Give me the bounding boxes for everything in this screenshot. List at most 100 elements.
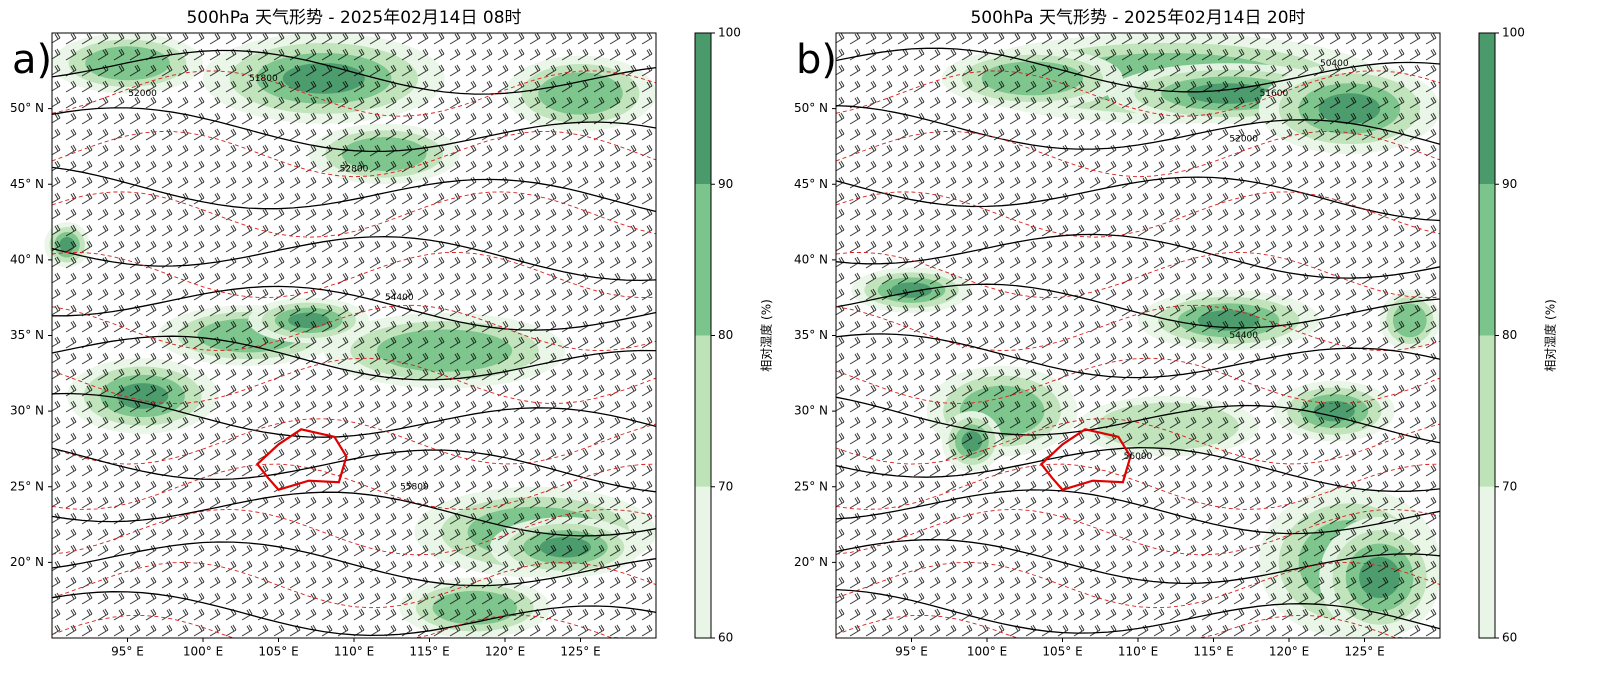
height-contour <box>835 333 1441 379</box>
colorbar-tick-label: 80 <box>1502 328 1517 342</box>
y-tick-label: 35° N <box>10 328 44 342</box>
height-contour <box>51 591 657 637</box>
height-contour <box>835 447 1441 493</box>
colorbar-segment <box>695 33 711 185</box>
temperature-contour <box>51 614 656 639</box>
height-contour <box>51 335 657 381</box>
height-contour <box>835 233 1441 279</box>
x-tick-label: 120° E <box>485 645 525 659</box>
contour-label: 55800 <box>400 482 429 492</box>
x-tick-label: 120° E <box>1269 645 1309 659</box>
contour-label: 52000 <box>1229 134 1258 144</box>
y-tick-label: 20° N <box>10 555 44 569</box>
y-tick-label: 50° N <box>794 101 828 115</box>
map-panel: 50400 51600 52000 54400 56000 <box>835 33 1441 639</box>
temperature-contour <box>51 561 657 609</box>
temperature-contour <box>51 357 657 405</box>
colorbar-tick-label: 90 <box>718 177 733 191</box>
temperature-contour <box>835 614 1440 639</box>
panel-title: 500hPa 天气形势 - 2025年02月14日 20时 <box>970 8 1305 28</box>
temperature-contour <box>835 191 1441 238</box>
contour-label: 54400 <box>1229 331 1258 341</box>
map-panel: 51800 52000 52800 54400 55800 <box>44 33 657 639</box>
temperature-contour <box>51 509 657 556</box>
x-tick-label: 110° E <box>1118 645 1158 659</box>
y-tick-label: 45° N <box>794 177 828 191</box>
colorbar-tick-label: 70 <box>1502 479 1517 493</box>
colorbar-label: 相对湿度 (%) <box>1543 299 1558 372</box>
contour-label: 56000 <box>1124 452 1153 462</box>
height-contour <box>835 104 1441 150</box>
temperature-contour <box>835 130 1441 178</box>
height-contour <box>835 283 1441 329</box>
colorbar-segment <box>695 335 711 487</box>
y-tick-label: 45° N <box>10 177 44 191</box>
height-contour <box>835 47 1441 93</box>
temperature-contour <box>51 463 657 510</box>
temperature-contour <box>835 418 1441 465</box>
x-tick-label: 125° E <box>560 645 600 659</box>
temperature-contour <box>835 463 1441 510</box>
contour-label: 54400 <box>385 293 414 303</box>
temperature-contour <box>51 70 657 117</box>
y-tick-label: 20° N <box>794 555 828 569</box>
colorbar-tick-label: 80 <box>718 328 733 342</box>
colorbar-segment <box>1479 335 1495 487</box>
temperature-contour <box>835 304 1441 352</box>
contour-label: 52800 <box>340 165 369 175</box>
height-contour <box>51 392 657 438</box>
contour-label: 52000 <box>128 89 157 99</box>
temperature-contour <box>835 70 1441 117</box>
colorbar-segment <box>695 184 711 336</box>
y-tick-label: 40° N <box>10 252 44 266</box>
panel-label: b) <box>796 37 837 83</box>
x-tick-label: 100° E <box>183 645 223 659</box>
height-contour <box>51 236 657 282</box>
colorbar-tick-label: 100 <box>718 26 741 40</box>
x-tick-label: 105° E <box>1042 645 1082 659</box>
x-tick-label: 100° E <box>967 645 1007 659</box>
y-tick-label: 50° N <box>10 101 44 115</box>
contour-label: 51800 <box>249 74 278 84</box>
colorbar-segment <box>1479 184 1495 336</box>
height-contour <box>835 539 1441 585</box>
colorbar-segment <box>695 486 711 638</box>
colorbar-segment <box>1479 33 1495 185</box>
height-contour <box>51 541 657 587</box>
panel-title: 500hPa 天气形势 - 2025年02月14日 08时 <box>186 8 521 28</box>
temperature-contour <box>51 130 657 178</box>
height-contour <box>52 285 657 331</box>
guizhou-outline <box>255 428 348 492</box>
temperature-contour <box>51 418 657 465</box>
temperature-contour <box>51 304 657 352</box>
height-contour <box>51 491 657 537</box>
x-tick-label: 125° E <box>1344 645 1384 659</box>
y-tick-label: 30° N <box>794 404 828 418</box>
height-contour <box>835 588 1441 634</box>
x-tick-label: 110° E <box>334 645 374 659</box>
height-contour <box>835 396 1441 444</box>
guizhou-outline <box>1039 428 1132 492</box>
height-contour <box>835 489 1441 535</box>
height-contour <box>51 49 657 95</box>
y-tick-label: 35° N <box>794 328 828 342</box>
temperature-contour <box>835 509 1441 556</box>
panel-label: a) <box>12 37 52 83</box>
height-contour <box>51 107 657 153</box>
wind-barbs <box>52 33 656 638</box>
x-tick-label: 95° E <box>895 645 928 659</box>
colorbar-label: 相对湿度 (%) <box>759 299 774 372</box>
temperature-contour <box>835 561 1441 609</box>
y-tick-label: 25° N <box>10 479 44 493</box>
y-tick-label: 30° N <box>10 404 44 418</box>
contour-label: 50400 <box>1320 59 1349 69</box>
wind-barbs <box>836 33 1440 638</box>
colorbar-tick-label: 60 <box>718 631 733 645</box>
temperature-contour <box>51 251 657 299</box>
colorbar-tick-label: 70 <box>718 479 733 493</box>
temperature-contour <box>51 191 657 238</box>
x-tick-label: 115° E <box>1193 645 1233 659</box>
height-contour <box>51 447 657 493</box>
height-contour <box>51 166 657 213</box>
